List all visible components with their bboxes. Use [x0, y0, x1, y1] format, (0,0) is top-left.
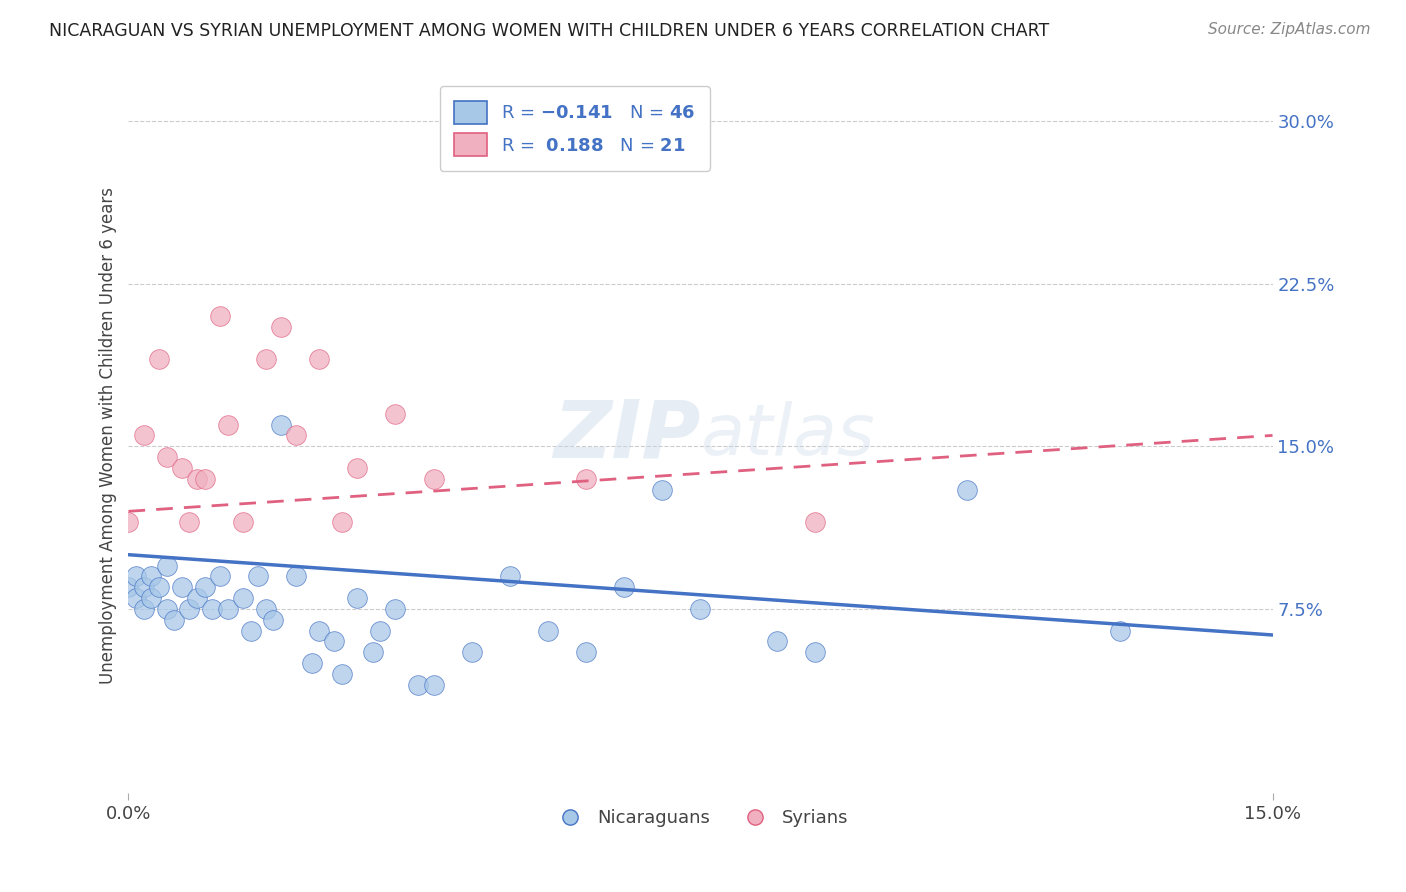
Point [765, 634, 787, 648]
Point [125, 569, 148, 583]
Point [217, 602, 239, 616]
Point [285, 428, 308, 442]
Point [155, 450, 177, 464]
Point [308, 352, 330, 367]
Point [270, 320, 292, 334]
Point [155, 558, 177, 573]
Point [232, 591, 254, 606]
Legend: Nicaraguans, Syrians: Nicaraguans, Syrians [546, 802, 856, 834]
Point [125, 591, 148, 606]
Point [408, 678, 430, 692]
Point [368, 624, 391, 638]
Point [217, 417, 239, 432]
Text: ZIP: ZIP [553, 396, 700, 475]
Point [956, 483, 979, 497]
Point [262, 613, 284, 627]
Point [239, 624, 262, 638]
Point [254, 602, 277, 616]
Point [179, 602, 201, 616]
Point [254, 352, 277, 367]
Point [323, 634, 346, 648]
Point [651, 483, 673, 497]
Point [208, 569, 231, 583]
Point [460, 645, 482, 659]
Point [537, 624, 560, 638]
Point [613, 580, 636, 594]
Point [155, 602, 177, 616]
Point [232, 515, 254, 529]
Point [361, 645, 384, 659]
Point [117, 580, 139, 594]
Point [575, 645, 598, 659]
Point [330, 515, 353, 529]
Point [346, 591, 368, 606]
Point [194, 472, 217, 486]
Point [117, 515, 139, 529]
Point [141, 591, 163, 606]
Point [170, 461, 193, 475]
Text: Source: ZipAtlas.com: Source: ZipAtlas.com [1208, 22, 1371, 37]
Point [201, 602, 224, 616]
Point [384, 407, 406, 421]
Point [141, 569, 163, 583]
Text: NICARAGUAN VS SYRIAN UNEMPLOYMENT AMONG WOMEN WITH CHILDREN UNDER 6 YEARS CORREL: NICARAGUAN VS SYRIAN UNEMPLOYMENT AMONG … [49, 22, 1049, 40]
Point [422, 472, 444, 486]
Point [270, 417, 292, 432]
Point [575, 472, 598, 486]
Point [285, 569, 308, 583]
Point [186, 472, 208, 486]
Point [330, 667, 353, 681]
Point [179, 515, 201, 529]
Point [422, 678, 444, 692]
Point [384, 602, 406, 616]
Point [132, 580, 155, 594]
Point [247, 569, 270, 583]
Text: atlas: atlas [700, 401, 875, 470]
Point [804, 645, 827, 659]
Point [186, 591, 208, 606]
Point [194, 580, 217, 594]
Y-axis label: Unemployment Among Women with Children Under 6 years: Unemployment Among Women with Children U… [100, 187, 117, 684]
Point [148, 580, 170, 594]
Point [499, 569, 522, 583]
Point [208, 309, 231, 323]
Point [132, 602, 155, 616]
Point [346, 461, 368, 475]
Point [163, 613, 186, 627]
Point [1109, 624, 1132, 638]
Point [804, 515, 827, 529]
Point [170, 580, 193, 594]
Point [301, 656, 323, 670]
Point [308, 624, 330, 638]
Point [132, 428, 155, 442]
Point [148, 352, 170, 367]
Point [689, 602, 711, 616]
